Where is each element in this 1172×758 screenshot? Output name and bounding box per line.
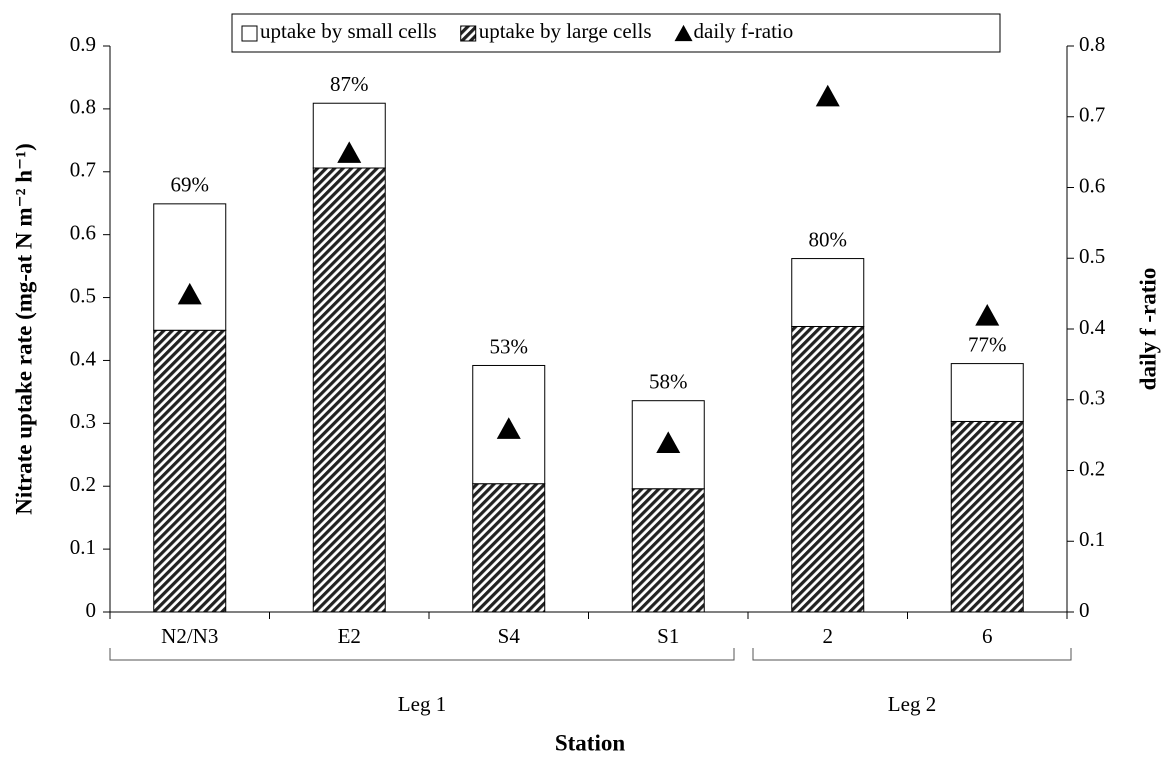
y2-tick-label: 0.1 (1079, 527, 1105, 551)
marker (656, 431, 681, 453)
x-tick-label: S4 (498, 624, 521, 648)
bar-label: 80% (809, 227, 848, 251)
x-tick-label: S1 (657, 624, 679, 648)
marker (496, 417, 521, 439)
bar-segment (153, 329, 227, 613)
y2-tick-label: 0.6 (1079, 173, 1105, 197)
bar-segment (950, 363, 1024, 422)
bar-label: 87% (330, 72, 369, 96)
bar-segment (791, 325, 865, 613)
marker (975, 304, 1000, 326)
legend-swatch (241, 25, 258, 42)
y-tick-label: 0 (86, 598, 97, 622)
y2-tick-label: 0.4 (1079, 315, 1106, 339)
y-tick-label: 0.8 (70, 95, 96, 119)
bar-label: 77% (968, 332, 1007, 356)
bar-label: 69% (171, 173, 210, 197)
y-tick-label: 0.9 (70, 32, 96, 56)
y-tick-label: 0.6 (70, 220, 96, 244)
group-label: Leg 1 (398, 692, 446, 716)
group-bracket (752, 648, 1072, 661)
y-tick-label: 0.4 (70, 346, 97, 370)
y2-tick-label: 0.8 (1079, 32, 1105, 56)
bar-segment (791, 258, 865, 327)
y2-tick-label: 0.7 (1079, 103, 1105, 127)
y-tick-label: 0.1 (70, 535, 96, 559)
group-label: Leg 2 (888, 692, 936, 716)
x-axis-title: Station (555, 730, 626, 755)
legend-swatch (460, 25, 477, 42)
bar-segment (472, 483, 546, 613)
x-tick-label: E2 (338, 624, 361, 648)
y-tick-label: 0.7 (70, 158, 96, 182)
y2-tick-label: 0 (1079, 598, 1090, 622)
y2-axis-title: daily f -ratio (1135, 268, 1160, 391)
bar-segment (312, 167, 386, 613)
legend-label: daily f-ratio (694, 19, 794, 43)
y2-tick-label: 0.2 (1079, 456, 1105, 480)
bar-segment (153, 203, 227, 331)
bar-label: 53% (490, 334, 529, 358)
bar-segment (631, 488, 705, 613)
marker (337, 141, 362, 163)
bar-label: 58% (649, 370, 688, 394)
x-tick-label: N2/N3 (161, 624, 218, 648)
marker (177, 282, 202, 305)
x-tick-label: 2 (823, 624, 834, 648)
y2-tick-label: 0.5 (1079, 244, 1105, 268)
x-tick-label: 6 (982, 624, 993, 648)
marker (815, 84, 840, 107)
y-tick-label: 0.3 (70, 409, 96, 433)
y2-tick-label: 0.3 (1079, 386, 1105, 410)
legend-box (231, 13, 1001, 53)
group-bracket (109, 648, 735, 661)
bar-segment (950, 420, 1024, 613)
y-axis-title: Nitrate uptake rate (mg-at N m⁻² h⁻¹) (11, 143, 36, 514)
legend-label: uptake by large cells (479, 19, 652, 43)
y-tick-label: 0.2 (70, 472, 96, 496)
legend-marker (674, 24, 693, 42)
y-tick-label: 0.5 (70, 283, 96, 307)
legend-label: uptake by small cells (260, 19, 437, 43)
